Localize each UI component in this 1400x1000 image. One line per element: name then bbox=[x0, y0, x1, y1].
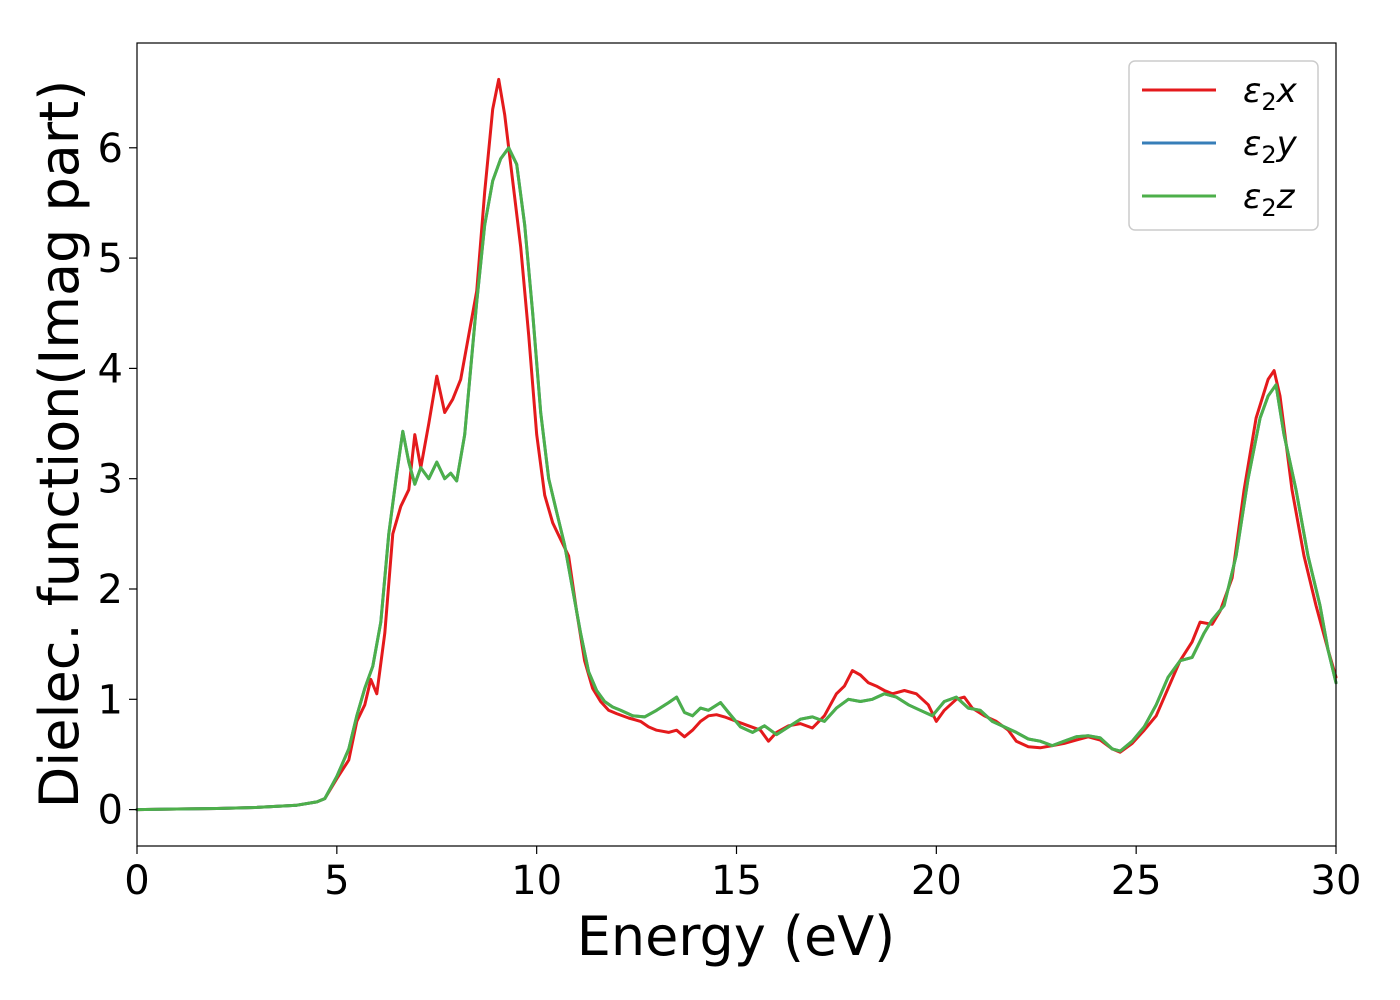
legend-label-z: ε2z bbox=[1243, 177, 1296, 222]
x-tick-label: 20 bbox=[911, 858, 962, 904]
series-line-z bbox=[135, 146, 1338, 812]
x-axis-title: Energy (eV) bbox=[577, 905, 896, 968]
y-tick-label: 5 bbox=[98, 236, 123, 282]
y-axis: 0 1 2 3 4 5 6 bbox=[98, 126, 137, 834]
legend-label-x: ε2x bbox=[1243, 71, 1298, 116]
x-tick-label: 15 bbox=[711, 858, 762, 904]
legend: ε2x ε2y ε2z bbox=[1128, 60, 1319, 231]
legend-box bbox=[1128, 60, 1319, 231]
y-axis-title: Dielec. function(Imag part) bbox=[28, 80, 91, 809]
legend-label-y: ε2y bbox=[1243, 124, 1298, 169]
y-tick-label: 0 bbox=[98, 788, 123, 834]
legend-entries: ε2x ε2y ε2z bbox=[1142, 71, 1298, 222]
y-tick-label: 6 bbox=[98, 126, 123, 172]
x-tick-label: 0 bbox=[124, 858, 149, 904]
series-layer bbox=[135, 77, 1338, 812]
x-tick-label: 5 bbox=[324, 858, 349, 904]
y-tick-label: 4 bbox=[98, 346, 123, 392]
x-tick-label: 25 bbox=[1111, 858, 1162, 904]
y-tick-label: 2 bbox=[98, 567, 123, 613]
series-line-y bbox=[135, 146, 1338, 812]
x-tick-label: 10 bbox=[511, 858, 562, 904]
x-axis: 0 5 10 15 20 25 30 bbox=[124, 846, 1361, 904]
series-line-x bbox=[135, 77, 1338, 812]
y-tick-label: 3 bbox=[98, 457, 123, 503]
y-tick-label: 1 bbox=[98, 677, 123, 723]
x-tick-label: 30 bbox=[1311, 858, 1362, 904]
